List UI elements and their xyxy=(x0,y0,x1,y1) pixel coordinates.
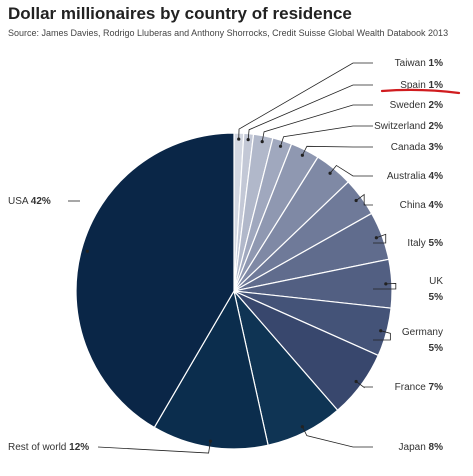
leader-line-spain xyxy=(247,84,373,140)
slice-labels: Taiwan 1% Spain 1% Sweden 2% Switzerland 2%… xyxy=(8,58,443,453)
slice-label-canada: Canada 3% xyxy=(391,142,443,153)
leader-dot-france xyxy=(354,379,358,384)
leader-line-uk xyxy=(373,283,397,290)
red-underline-annotation xyxy=(380,88,461,95)
slice-label-rest-of-world: Rest of world 12% xyxy=(8,442,89,453)
leader-line-japan xyxy=(302,426,373,448)
leader-dot-uk xyxy=(384,282,388,286)
leader-dot-canada xyxy=(300,153,304,157)
leader-dot-switzerland xyxy=(278,144,283,148)
slice-label-china: China 4% xyxy=(400,200,443,211)
leader-dot-spain xyxy=(246,138,250,142)
leader-line-france xyxy=(355,381,373,389)
leader-line-canada xyxy=(302,145,373,156)
slice-label-switzerland: Switzerland 2% xyxy=(374,121,443,132)
leader-dot-germany xyxy=(379,329,383,333)
slice-label-australia: Australia 4% xyxy=(387,171,443,182)
leader-line-italy xyxy=(373,233,387,244)
leader-line-rest-of-world xyxy=(97,441,211,454)
leader-dot-rest-of-world xyxy=(208,439,213,443)
leader-dot-italy xyxy=(374,236,378,240)
slice-label-france: France 7% xyxy=(395,382,443,393)
leader-line-sweden xyxy=(261,104,373,142)
leader-dot-japan xyxy=(300,425,304,429)
leader-dot-usa xyxy=(85,249,89,253)
leader-dot-australia xyxy=(328,171,332,175)
slice-label-taiwan: Taiwan 1% xyxy=(395,58,443,69)
chart-title: Dollar millionaires by country of reside… xyxy=(8,4,352,23)
leader-line-taiwan xyxy=(238,62,373,140)
leader-dot-sweden xyxy=(260,140,264,144)
pie-slices xyxy=(75,132,393,450)
slice-label-germany: Germany 5% xyxy=(402,327,443,354)
slice-label-sweden: Sweden 2% xyxy=(390,100,443,111)
leader-line-australia xyxy=(329,164,373,177)
annotation xyxy=(380,88,461,95)
pie-slice-usa xyxy=(75,132,235,429)
chart-source: Source: James Davies, Rodrigo Lluberas a… xyxy=(8,28,449,38)
slice-label-uk: UK 5% xyxy=(429,276,444,303)
leader-dot-taiwan xyxy=(237,137,241,141)
leader-line-china xyxy=(355,193,373,206)
slice-label-japan: Japan 8% xyxy=(399,442,444,453)
leader-lines xyxy=(68,62,397,454)
leader-line-switzerland xyxy=(280,125,373,147)
slice-label-italy: Italy 5% xyxy=(407,238,443,249)
leader-line-germany xyxy=(373,330,391,341)
slice-label-usa: USA 42% xyxy=(8,196,51,207)
slice-label-spain: Spain 1% xyxy=(400,80,443,91)
leader-dot-china xyxy=(354,198,358,203)
